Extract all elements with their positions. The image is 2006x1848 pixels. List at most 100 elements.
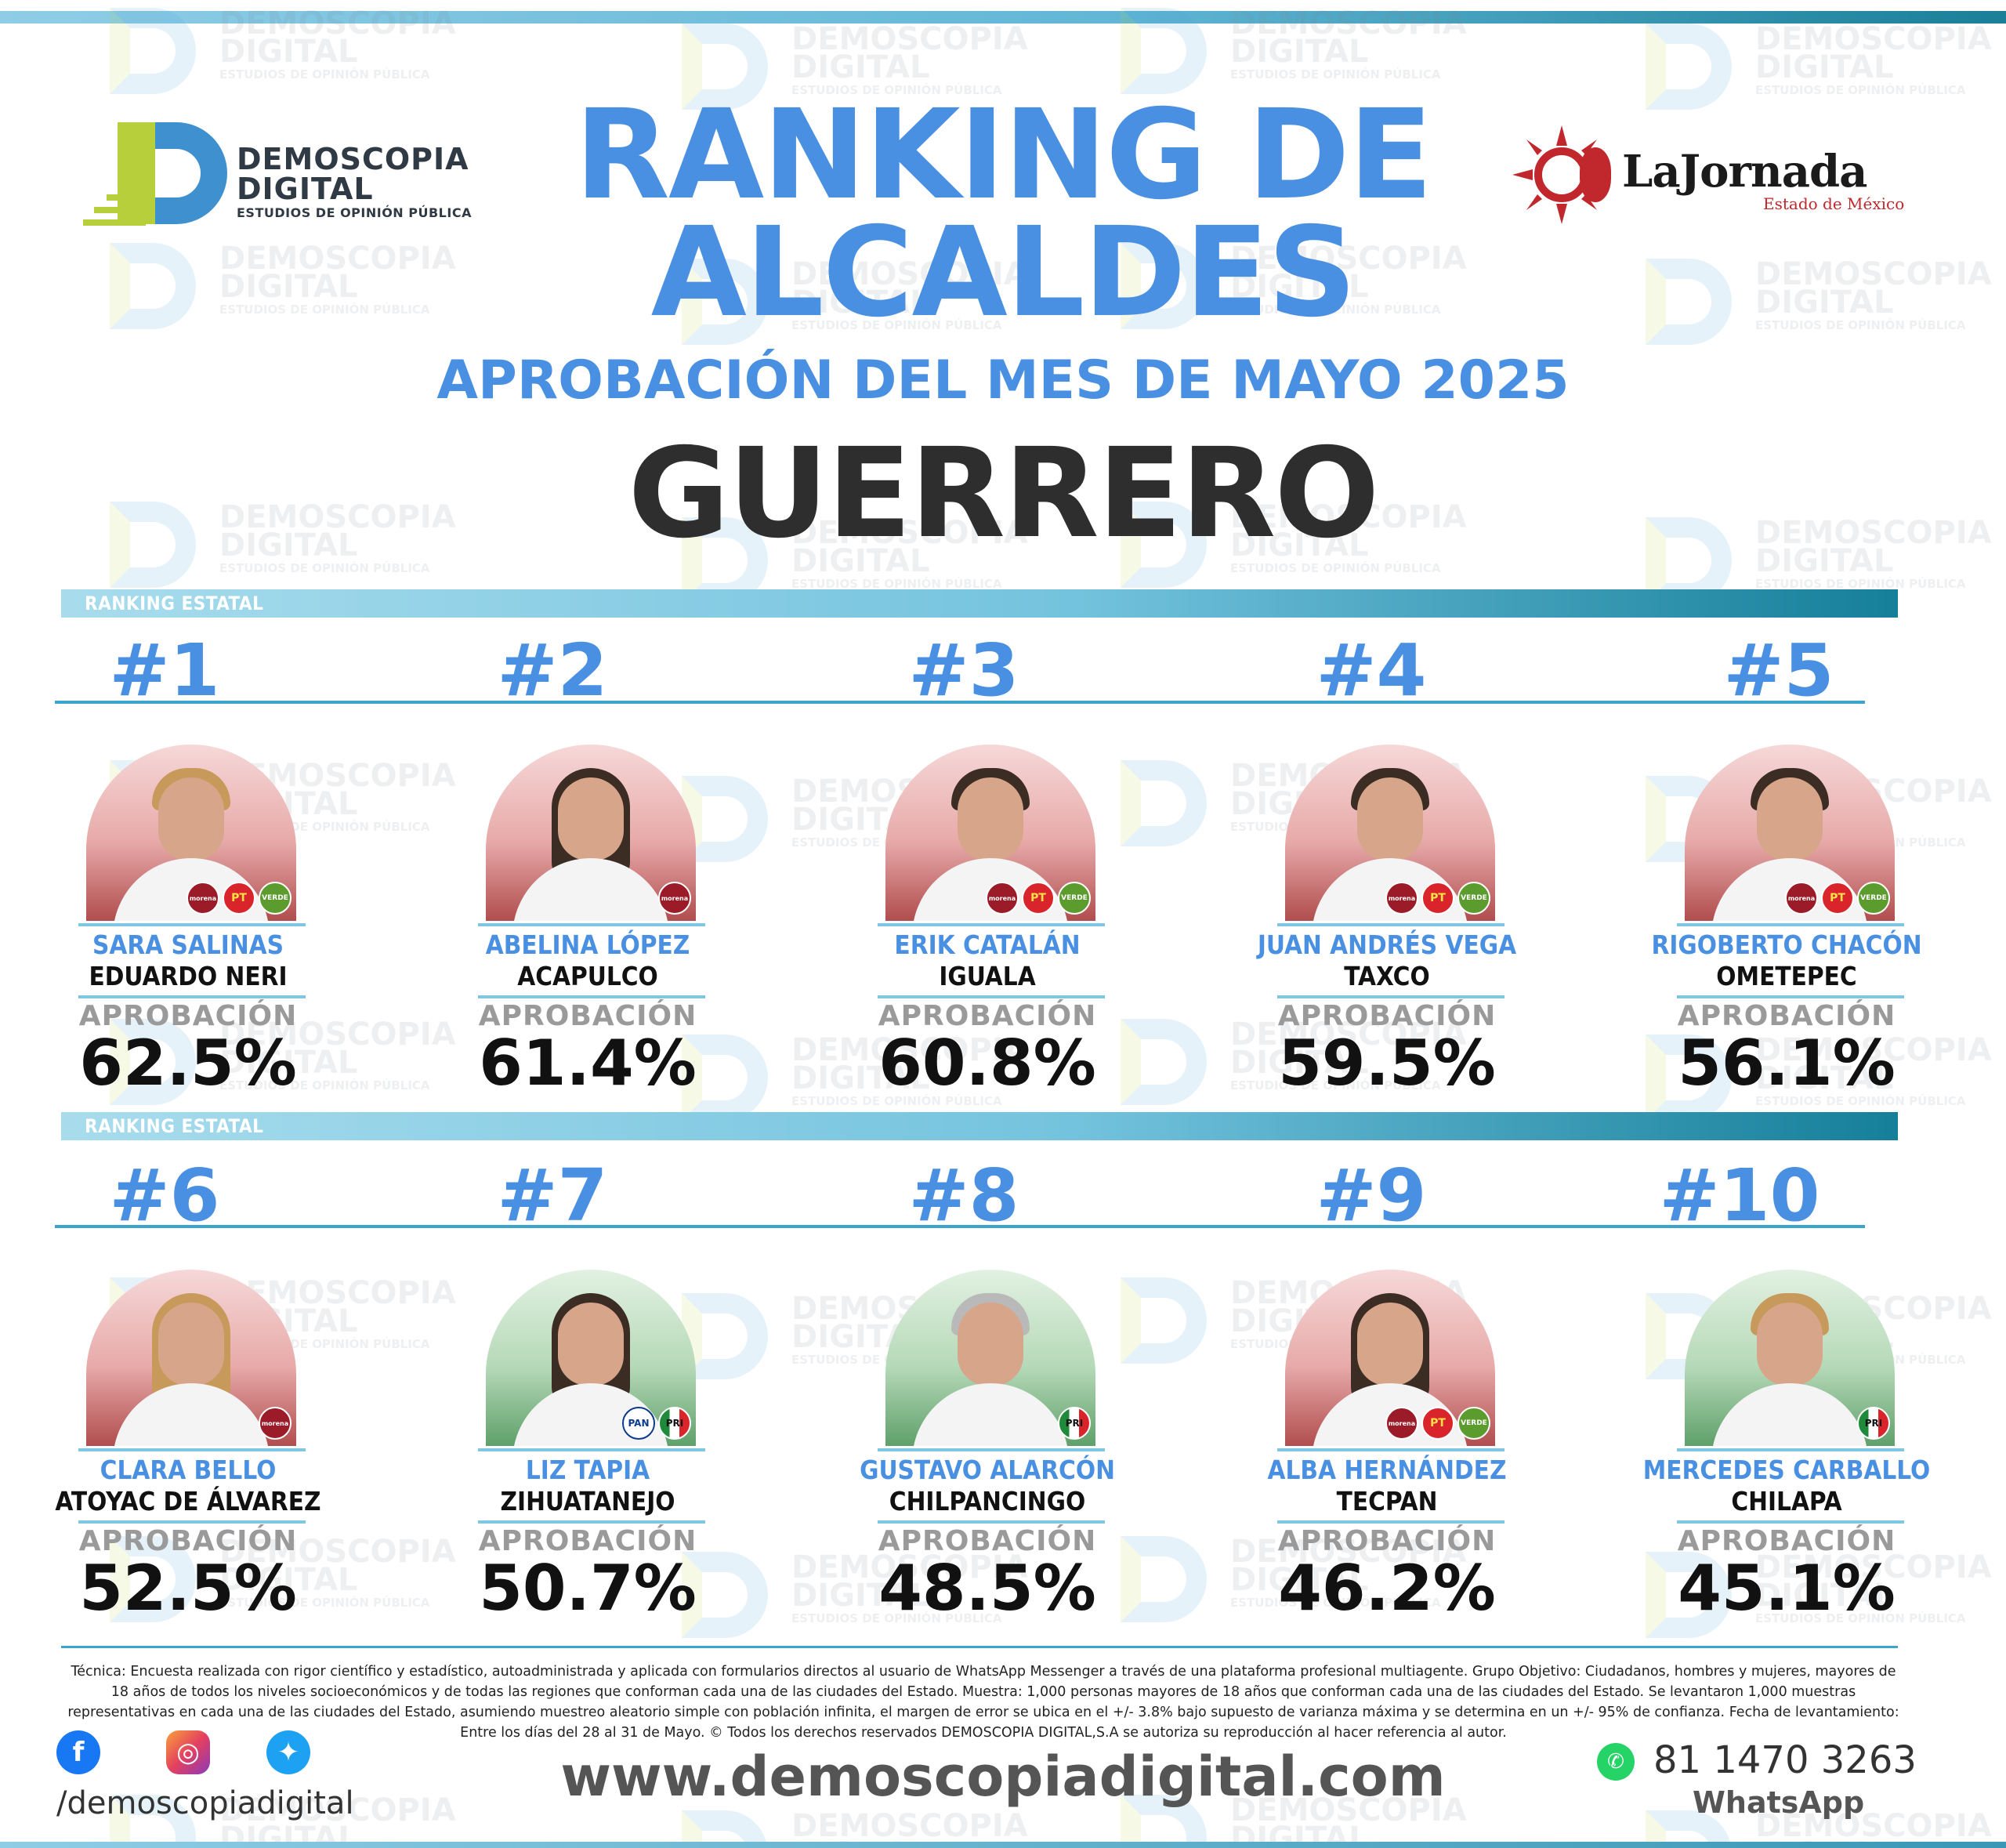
la-jornada-sun-icon (1512, 125, 1611, 224)
party-pt-icon: PT (1421, 882, 1454, 915)
party-verde-icon: VERDE (1457, 882, 1490, 915)
party-badges: PRI (1058, 1407, 1091, 1440)
card-divider (1277, 923, 1504, 926)
card-divider (878, 995, 1105, 998)
rank-number: #7 (497, 1154, 608, 1237)
card-divider (878, 1520, 1105, 1524)
instagram-icon[interactable]: ◎ (166, 1730, 210, 1774)
mayor-city: TAXCO (1344, 961, 1430, 991)
card-divider (1677, 995, 1904, 998)
mayor-photo: morena PT VERDE (1285, 1270, 1495, 1446)
mayor-card: morena PT VERDE JUAN ANDRÉS VEGA TAXCO APROBA… (1222, 745, 1552, 1113)
rank-number: #10 (1659, 1154, 1820, 1237)
mayor-card: morena CLARA BELLO ATOYAC DE ÁLVAREZ APROBA… (24, 1270, 353, 1638)
mayor-card: morena PT VERDE ERIK CATALÁN IGUALA APROBACIÓ… (823, 745, 1152, 1113)
mayor-photo: morena PT VERDE (1685, 745, 1895, 921)
party-morena-icon: morena (1785, 882, 1818, 915)
mayor-photo: PRI (1685, 1270, 1895, 1446)
party-badges: morena (658, 882, 691, 915)
party-badges: morena PT VERDE (186, 882, 291, 915)
demoscopia-name: DEMOSCOPIA DIGITAL (237, 142, 469, 206)
card-divider (878, 923, 1105, 926)
rank-number: #1 (109, 629, 220, 712)
mayor-name: SARA SALINAS (92, 929, 284, 960)
party-verde-icon: VERDE (1857, 882, 1890, 915)
party-morena-icon: morena (986, 882, 1019, 915)
mayor-name: GUSTAVO ALARCÓN (860, 1455, 1115, 1485)
mayor-photo: morena PT VERDE (1285, 745, 1495, 921)
party-pt-icon: PT (1421, 1407, 1454, 1440)
title-line-1: RANKING DE (574, 83, 1432, 227)
approval-percent: 48.5% (878, 1552, 1096, 1625)
section-bar-2: RANKING ESTATAL (61, 1112, 1898, 1140)
section-label: RANKING ESTATAL (85, 1115, 264, 1137)
website-link[interactable]: www.demoscopiadigital.com (560, 1745, 1446, 1809)
social-handle[interactable]: /demoscopiadigital (56, 1785, 354, 1821)
mayor-name: ALBA HERNÁNDEZ (1267, 1455, 1507, 1485)
mayor-name: ERIK CATALÁN (894, 929, 1081, 960)
rank-divider-2 (55, 1225, 1865, 1228)
rank-number: #9 (1316, 1154, 1427, 1237)
whatsapp-icon: ✆ (1597, 1743, 1635, 1781)
party-badges: morena PT VERDE (1785, 882, 1890, 915)
party-badges: PAN PRI (622, 1407, 691, 1440)
party-morena-icon: morena (259, 1407, 291, 1440)
mayor-card: PRI MERCEDES CARBALLO CHILAPA APROBACIÓN 45.… (1622, 1270, 1951, 1638)
subtitle: APROBACIÓN DEL MES DE MAYO 2025 (436, 350, 1570, 411)
approval-label: APROBACIÓN (478, 1000, 697, 1032)
mayor-card: PAN PRI LIZ TAPIA ZIHUATANEJO APROBACIÓN 50.7… (423, 1270, 752, 1638)
party-pan-icon: PAN (622, 1407, 655, 1440)
card-divider (1677, 1520, 1904, 1524)
approval-label: APROBACIÓN (1677, 1000, 1896, 1032)
mayor-photo: PRI (885, 1270, 1095, 1446)
card-divider (1277, 1448, 1504, 1451)
card-divider (478, 1448, 705, 1451)
whatsapp-label: WhatsApp (1693, 1785, 1865, 1820)
party-pt-icon: PT (1821, 882, 1854, 915)
mayor-name: JUAN ANDRÉS VEGA (1257, 929, 1517, 960)
rank-number: #5 (1723, 629, 1834, 712)
facebook-icon[interactable]: f (56, 1730, 100, 1774)
approval-label: APROBACIÓN (78, 1000, 298, 1032)
mayor-city: ATOYAC DE ÁLVAREZ (55, 1486, 321, 1516)
twitter-icon[interactable]: ✦ (266, 1730, 310, 1774)
mayor-card: morena ABELINA LÓPEZ ACAPULCO APROBACIÓN 61.… (423, 745, 752, 1113)
party-badges: PRI (1857, 1407, 1890, 1440)
mayor-photo: PAN PRI (486, 1270, 696, 1446)
mayor-photo: morena PT VERDE (885, 745, 1095, 921)
rank-divider-1 (55, 701, 1865, 704)
card-divider (478, 923, 705, 926)
approval-percent: 59.5% (1278, 1027, 1496, 1100)
la-jornada-name: LaJornada (1622, 146, 1867, 197)
card-divider (78, 995, 306, 998)
card-divider (478, 1520, 705, 1524)
mayor-city: IGUALA (939, 961, 1036, 991)
mayor-name: LIZ TAPIA (525, 1455, 650, 1485)
mayor-city: EDUARDO NERI (89, 961, 288, 991)
rank-number: #8 (908, 1154, 1019, 1237)
card-divider (878, 1448, 1105, 1451)
card-divider (78, 923, 306, 926)
party-badges: morena PT VERDE (1385, 882, 1490, 915)
party-verde-icon: VERDE (1457, 1407, 1490, 1440)
mayor-city: TECPAN (1336, 1486, 1438, 1516)
footer-divider (61, 1646, 1898, 1648)
card-divider (1277, 995, 1504, 998)
demoscopia-d-icon (83, 122, 227, 230)
mayor-photo: morena PT VERDE (86, 745, 296, 921)
whatsapp-contact[interactable]: ✆ 81 1470 3263 WhatsApp (1591, 1738, 1920, 1832)
mayor-card: morena PT VERDE ALBA HERNÁNDEZ TECPAN APROBAC… (1222, 1270, 1552, 1638)
mayor-card: morena PT VERDE SARA SALINAS EDUARDO NERI APR… (24, 745, 353, 1113)
party-pri-icon: PRI (658, 1407, 691, 1440)
approval-label: APROBACIÓN (878, 1525, 1097, 1557)
la-jornada-sub: Estado de México (1763, 194, 1905, 213)
party-pri-icon: PRI (1058, 1407, 1091, 1440)
approval-label: APROBACIÓN (1677, 1525, 1896, 1557)
party-morena-icon: morena (186, 882, 219, 915)
party-verde-icon: VERDE (259, 882, 291, 915)
approval-percent: 62.5% (79, 1027, 297, 1100)
approval-label: APROBACIÓN (878, 1000, 1097, 1032)
mayor-name: ABELINA LÓPEZ (485, 929, 690, 960)
